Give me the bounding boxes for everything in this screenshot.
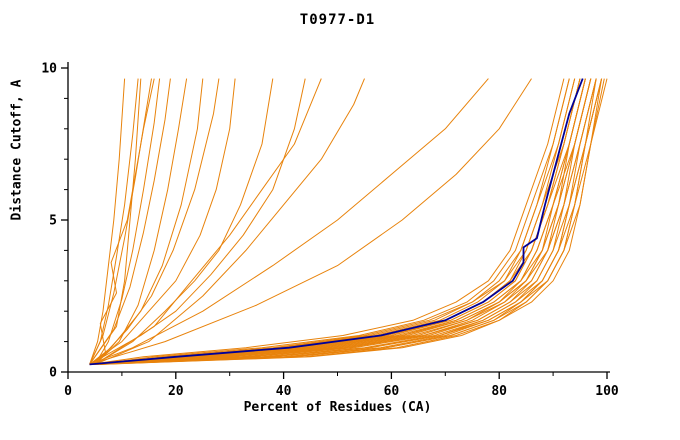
highlight-curve (89, 78, 584, 366)
model-curve (89, 78, 605, 365)
model-curve (100, 78, 592, 365)
model-curve (94, 78, 161, 365)
model-curve (100, 78, 592, 365)
model-curve (89, 78, 565, 365)
x-tick-label: 60 (384, 384, 400, 399)
y-tick-label: 0 (49, 366, 57, 381)
model-curve (89, 78, 489, 365)
model-curve (94, 78, 597, 365)
y-tick-label: 5 (49, 214, 57, 229)
model-curve (89, 78, 603, 365)
chart-title: T0977-D1 (299, 12, 376, 28)
model-curve (89, 78, 608, 365)
x-axis-label: Percent of Residues (CA) (243, 400, 432, 415)
model-curve (89, 78, 586, 365)
model-curve (94, 78, 581, 365)
y-tick-label: 10 (41, 62, 57, 77)
x-tick-label: 80 (491, 384, 507, 399)
model-curve (94, 78, 220, 365)
x-tick-label: 0 (64, 384, 72, 399)
model-curve (94, 78, 322, 365)
model-curve (89, 78, 126, 365)
model-curve (94, 78, 581, 365)
model-curve (94, 78, 365, 365)
model-curve (100, 78, 597, 365)
model-curve (89, 78, 152, 365)
model-curve (89, 78, 236, 365)
x-tick-label: 40 (276, 384, 292, 399)
model-curve (89, 78, 586, 365)
model-curve (89, 78, 204, 365)
model-curve (89, 78, 142, 365)
x-tick-label: 100 (595, 384, 619, 399)
model-curve (89, 78, 586, 365)
x-tick-label: 20 (168, 384, 184, 399)
model-curve (94, 78, 188, 365)
model-curve (94, 78, 570, 365)
model-curve (94, 78, 592, 365)
model-curve (100, 78, 586, 365)
model-curve (89, 78, 576, 365)
model-curve (89, 78, 532, 365)
